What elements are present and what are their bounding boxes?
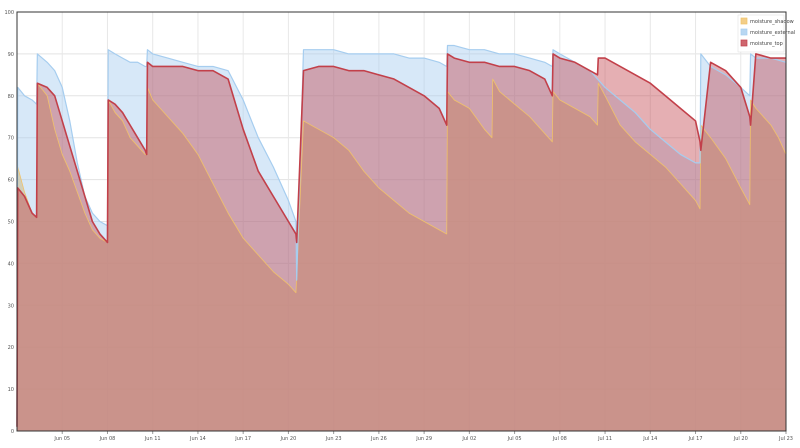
x-tick-label: Jun 29	[415, 436, 432, 442]
legend-swatch[interactable]	[740, 28, 748, 36]
x-tick-label: Jun 08	[99, 436, 116, 442]
legend-label[interactable]: moisture_top	[750, 41, 783, 47]
x-tick-label: Jul 17	[688, 436, 703, 442]
x-tick-label: Jul 02	[461, 436, 476, 442]
y-tick-label: 60	[8, 178, 14, 184]
area-moisture-external	[17, 45, 786, 432]
y-tick-label: 70	[8, 136, 14, 142]
area-moisture-top	[17, 53, 786, 432]
series-areas	[17, 45, 786, 432]
legend-swatch[interactable]	[740, 39, 748, 47]
x-tick-label: Jul 23	[778, 436, 793, 442]
y-tick-label: 80	[8, 94, 14, 100]
x-tick-label: Jun 17	[234, 436, 251, 442]
legend-label[interactable]: moisture_external	[750, 30, 795, 36]
x-tick-label: Jun 05	[53, 436, 70, 442]
y-tick-label: 40	[8, 261, 14, 267]
x-tick-label: Jun 23	[325, 436, 342, 442]
x-tick-label: Jun 11	[144, 436, 161, 442]
y-tick-label: 90	[8, 52, 14, 58]
x-tick-label: Jul 05	[507, 436, 522, 442]
y-tick-label: 50	[8, 220, 14, 226]
x-tick-label: Jul 08	[552, 436, 567, 442]
x-tick-label: Jul 14	[642, 436, 657, 442]
y-tick-label: 20	[8, 345, 14, 351]
line-moisture-external	[16, 44, 787, 427]
y-tick-label: 30	[8, 303, 14, 309]
y-tick-label: 0	[11, 429, 14, 435]
x-tick-label: Jun 20	[280, 436, 297, 442]
y-tick-label: 10	[8, 387, 14, 393]
x-tick-label: Jun 14	[189, 436, 206, 442]
series-lines	[16, 44, 787, 427]
line-moisture-shadow	[16, 78, 787, 427]
area-moisture-shadow	[17, 79, 786, 431]
x-tick-label: Jul 20	[733, 436, 748, 442]
axes: 0 10 20 30 40 50 60 70 80 90 100 Jun 05 Jun 08 Jun 11…	[4, 10, 793, 442]
x-tick-label: Jun 26	[370, 436, 387, 442]
plot-frame	[16, 11, 787, 432]
x-tick-label: Jul 11	[597, 436, 612, 442]
legend-label[interactable]: moisture_shadow	[750, 19, 794, 25]
y-tick-label: 100	[4, 10, 14, 16]
line-moisture-top	[16, 53, 786, 427]
legend-swatch[interactable]	[740, 17, 748, 25]
legend[interactable]: moisture_shadow moisture_external moisture…	[737, 14, 795, 53]
